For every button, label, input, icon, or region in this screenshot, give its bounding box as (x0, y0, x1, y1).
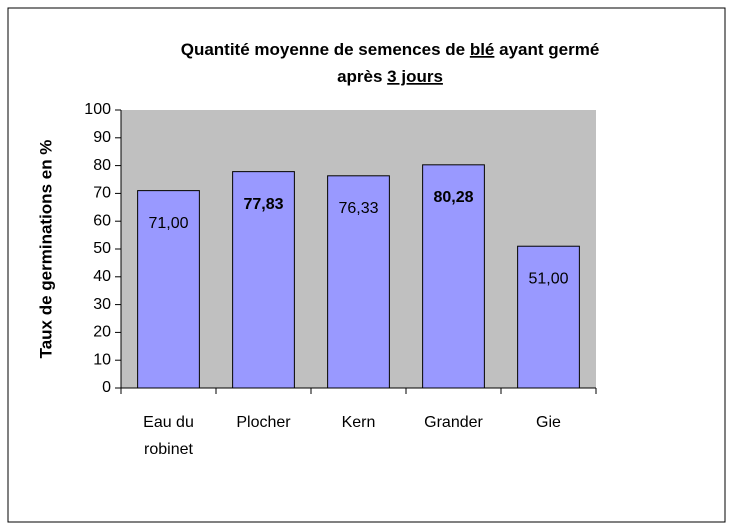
y-tick-label: 100 (84, 101, 111, 118)
y-tick-label: 20 (93, 324, 111, 341)
x-tick-label: Kern (342, 414, 376, 431)
data-label: 80,28 (433, 189, 473, 206)
y-axis-label: Taux de germinations en % (36, 140, 55, 359)
y-tick-label: 70 (93, 185, 111, 202)
title-segment: ayant germé (494, 40, 599, 59)
y-tick-label: 90 (93, 129, 111, 146)
bar (327, 175, 390, 389)
bar (517, 245, 580, 389)
y-tick-label: 50 (93, 240, 111, 257)
title-segment: Quantité moyenne de semences de (181, 40, 470, 59)
y-tick-label: 40 (93, 268, 111, 285)
y-tick-label: 10 (93, 351, 111, 368)
x-tick-label: Eau du (143, 414, 194, 431)
y-tick-label: 80 (93, 157, 111, 174)
chart-title: Quantité moyenne de semences de blé ayan… (181, 40, 600, 86)
data-label: 51,00 (528, 270, 568, 287)
title-segment: blé (470, 40, 495, 59)
bar (422, 164, 485, 389)
data-label: 76,33 (338, 200, 378, 217)
title-segment: 3 jours (387, 67, 443, 86)
data-label: 71,00 (148, 215, 188, 232)
title-segment: après (337, 67, 387, 86)
y-tick-label: 0 (102, 379, 111, 396)
bar (232, 171, 295, 389)
x-tick-label: Gie (536, 414, 561, 431)
x-tick-label: Grander (424, 414, 483, 431)
x-tick-label: robinet (144, 441, 193, 458)
data-label: 77,83 (243, 196, 283, 213)
x-tick-label: Plocher (236, 414, 291, 431)
bar (137, 190, 200, 389)
y-tick-label: 60 (93, 212, 111, 229)
y-tick-label: 30 (93, 296, 111, 313)
